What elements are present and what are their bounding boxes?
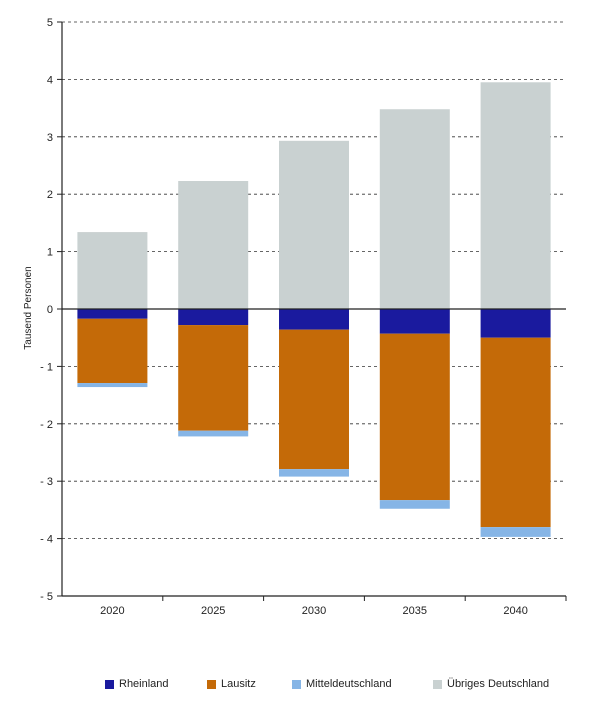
y-tick-label: - 4 [40, 534, 53, 546]
bar-segment [178, 430, 249, 437]
legend-item: Rheinland [105, 678, 169, 690]
legend-label: Rheinland [119, 678, 169, 690]
y-tick-label: 4 [47, 74, 53, 86]
y-tick-label: - 5 [40, 591, 53, 603]
bar-segment [77, 232, 148, 309]
bar-segment [279, 329, 349, 470]
bar-segment [77, 383, 148, 388]
bar-segment [379, 309, 450, 334]
bar-segment [77, 318, 148, 384]
bar-segment [178, 325, 249, 431]
x-tick-label: 2030 [302, 605, 326, 617]
x-tick-label: 2035 [403, 605, 427, 617]
legend: Rheinland Lausitz Mitteldeutschland Übriges… [0, 678, 600, 698]
bar-segment [379, 109, 450, 309]
bar-segment [480, 309, 551, 338]
bar-segment [379, 333, 450, 501]
legend-swatch [433, 679, 442, 689]
legend-item: Übriges Deutschland [433, 678, 549, 690]
bar-segment [77, 309, 148, 319]
legend-item: Lausitz [207, 678, 256, 690]
y-tick-labels: 5 4 3 2 1 0 - 1 - 2 - 3 - 4 - 5 [40, 17, 53, 603]
legend-swatch [207, 679, 216, 689]
y-tick-label: - 2 [40, 419, 53, 431]
legend-label: Mitteldeutschland [306, 678, 392, 690]
x-tick-label: 2040 [503, 605, 527, 617]
bar-segment [480, 82, 551, 310]
y-tick-label: 2 [47, 189, 53, 201]
legend-item: Mitteldeutschland [292, 678, 392, 690]
bars [77, 82, 551, 537]
y-axis-label: Tausend Personen [23, 266, 34, 349]
bar-segment [178, 309, 249, 326]
legend-swatch [105, 679, 114, 689]
y-tick-label: 5 [47, 17, 53, 29]
bar-segment [279, 309, 349, 330]
bar-segment [480, 527, 551, 537]
bar-segment [379, 500, 450, 509]
x-tick-labels: 2020 2025 2030 2035 2040 [100, 605, 528, 617]
legend-label: Lausitz [221, 678, 256, 690]
legend-swatch [292, 679, 301, 689]
bar-segment [279, 469, 349, 477]
bar-segment [178, 180, 249, 309]
y-tick-label: 0 [47, 304, 53, 316]
x-tick-label: 2025 [201, 605, 225, 617]
y-tick-label: - 3 [40, 476, 53, 488]
bar-segment [480, 337, 551, 528]
axes [57, 21, 567, 601]
y-tick-label: 3 [47, 132, 53, 144]
bar-segment [279, 140, 349, 309]
legend-label: Übriges Deutschland [447, 678, 550, 690]
x-tick-label: 2020 [100, 605, 124, 617]
y-tick-label: 1 [47, 247, 53, 259]
y-tick-label: - 1 [40, 361, 53, 373]
